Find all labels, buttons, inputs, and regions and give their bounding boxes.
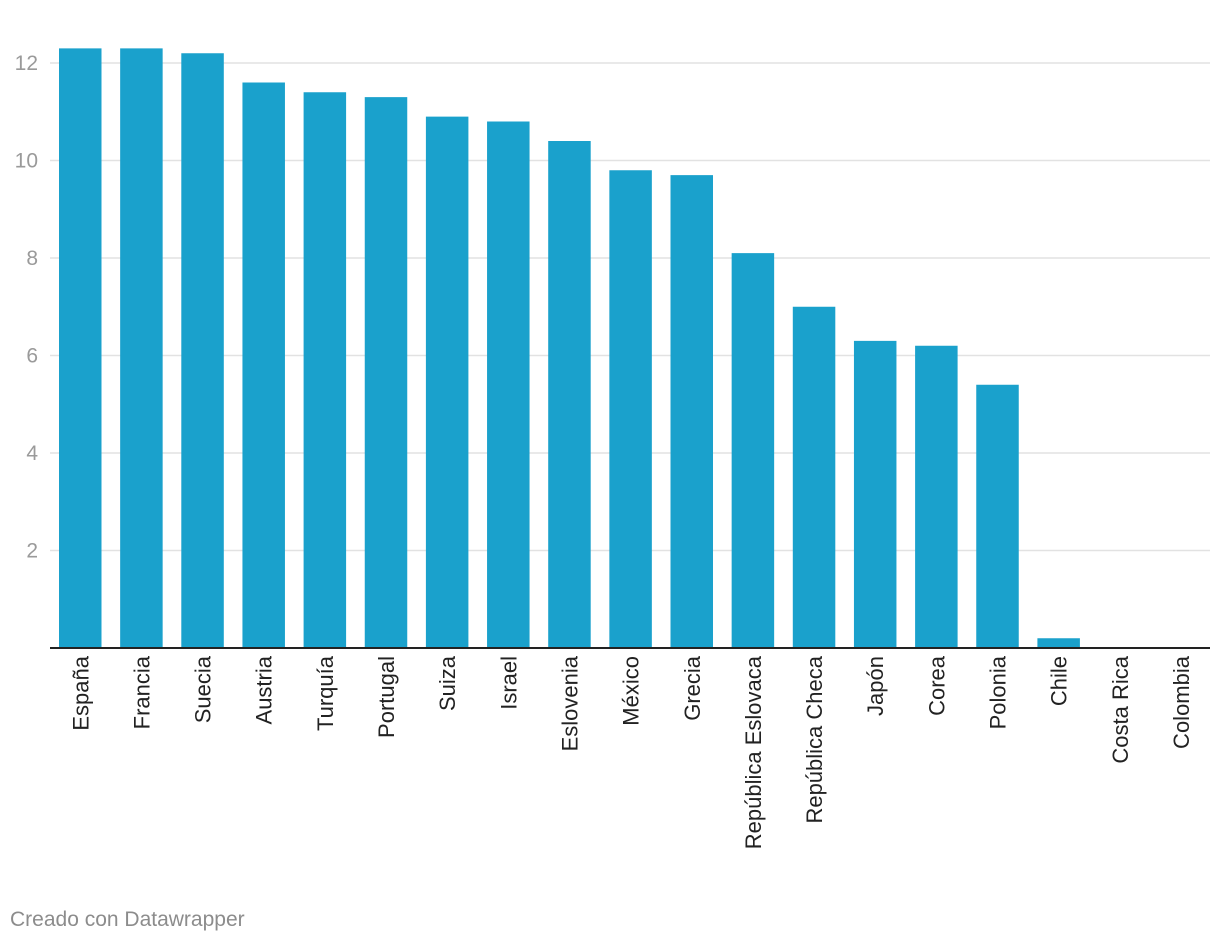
x-tick-label: Grecia: [680, 655, 705, 721]
x-tick-label: República Checa: [802, 655, 827, 823]
y-tick-label: 4: [26, 442, 38, 465]
x-axis-ticks: España Francia Suecia Austria Turquía Portuga…: [68, 655, 1194, 849]
x-tick-label: Colombia: [1169, 655, 1194, 749]
bar: [181, 53, 224, 648]
x-tick-label: España: [68, 655, 93, 730]
x-tick-label: Turquía: [313, 655, 338, 731]
y-axis-ticks: 2 4 6 8 10 12: [15, 52, 39, 563]
bar: [853, 340, 897, 648]
y-tick-label: 2: [26, 540, 38, 563]
bar: [731, 253, 775, 648]
bar: [303, 92, 347, 648]
x-tick-label: Suecia: [191, 655, 216, 723]
bars: [59, 48, 1080, 648]
bar: [364, 97, 408, 648]
bar: [425, 116, 469, 648]
x-tick-label: Japón: [863, 656, 888, 716]
x-tick-label: México: [619, 656, 644, 726]
y-tick-label: 12: [15, 52, 38, 75]
bar: [976, 384, 1019, 648]
y-tick-label: 8: [26, 247, 38, 270]
x-tick-label: Eslovenia: [557, 655, 582, 751]
x-tick-label: Corea: [924, 655, 949, 716]
x-tick-label: Portugal: [374, 656, 399, 738]
x-tick-label: Francia: [129, 655, 154, 729]
y-tick-label: 6: [26, 345, 38, 368]
x-tick-label: Polonia: [986, 655, 1011, 729]
y-tick-label: 10: [15, 150, 38, 173]
bar: [609, 170, 652, 648]
bar: [792, 306, 836, 648]
bar: [242, 82, 285, 648]
bar: [59, 48, 102, 648]
x-tick-label: Suiza: [435, 655, 460, 711]
x-tick-label: Israel: [496, 656, 521, 710]
x-tick-label: Chile: [1047, 656, 1072, 706]
bar-chart: 2 4 6 8 10 12 España Francia Suecia Austria Turqu…: [15, 48, 1210, 849]
bar: [915, 345, 958, 648]
bar: [548, 141, 591, 648]
x-tick-label: República Eslovaca: [741, 655, 766, 849]
bar: [487, 121, 530, 648]
x-tick-label: Costa Rica: [1108, 655, 1133, 763]
bar: [120, 48, 163, 648]
bar: [1037, 638, 1080, 648]
credit-text: Creado con Datawrapper: [10, 908, 245, 931]
bar: [670, 175, 713, 648]
x-tick-label: Austria: [252, 655, 277, 724]
